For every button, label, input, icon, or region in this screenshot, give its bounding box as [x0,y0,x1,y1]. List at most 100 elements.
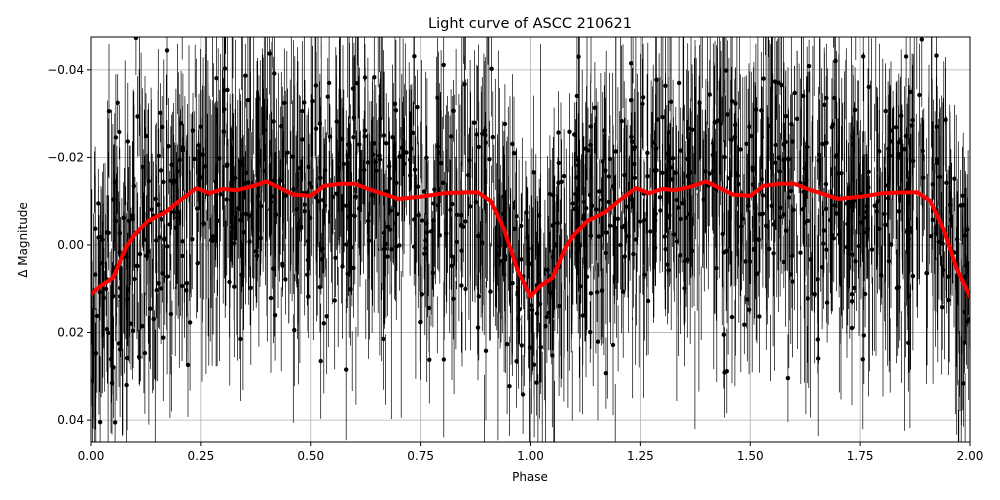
data-point [747,124,752,129]
data-point [326,80,332,86]
data-point [459,283,464,288]
data-point [567,129,572,134]
data-point [180,253,185,259]
data-point [227,279,232,285]
data-point [149,207,154,212]
data-point [239,272,244,277]
data-point [788,189,794,194]
data-point [218,192,223,197]
data-point [725,112,730,117]
data-point [686,126,691,131]
data-point [93,272,98,277]
data-point [366,218,371,224]
data-point [574,93,580,99]
data-point [781,142,786,147]
data-point [387,164,392,169]
data-point [283,193,288,198]
data-point [383,241,389,247]
data-point [392,221,397,226]
data-point [835,171,841,176]
x-tick-label: 0.75 [407,449,434,463]
data-point [655,117,661,122]
data-point [821,228,827,233]
data-point [415,184,421,189]
data-point [97,290,103,295]
data-point [291,187,296,192]
data-point [536,272,542,277]
data-point [306,164,311,170]
data-point [370,152,376,157]
data-point [824,247,829,252]
data-point [666,268,671,273]
data-point [744,141,749,146]
data-point [607,223,613,228]
data-point [654,77,659,83]
data-point [935,157,940,162]
data-point [657,195,663,200]
data-point [399,145,404,150]
data-point [663,83,668,89]
x-axis-title: Phase [512,470,548,484]
data-point [919,37,924,42]
data-point [334,191,339,196]
data-point [172,178,177,183]
data-point [124,355,130,361]
data-point [373,159,378,165]
data-point [816,356,821,361]
data-point [483,348,489,353]
data-point [882,211,887,217]
data-point [324,314,329,319]
data-point [934,53,939,58]
data-point [238,336,243,342]
data-point [487,157,492,162]
data-point [224,197,229,202]
data-point [777,169,782,174]
data-point [607,156,613,162]
data-point [389,247,394,252]
data-point [715,118,720,123]
data-point [551,192,556,198]
data-point [588,124,593,129]
data-point [750,182,756,187]
data-point [243,181,248,186]
data-point [689,248,695,254]
data-point [682,286,687,291]
data-point [526,246,531,251]
data-point [903,133,909,139]
data-point [437,150,442,155]
data-point [137,251,143,257]
data-point [618,242,623,248]
y-axis: −0.04 −0.02 0.00 0.02 0.04 [47,63,91,427]
data-point [346,142,351,147]
data-point [436,203,441,208]
data-point [454,212,460,217]
data-point [318,248,324,253]
data-point [161,179,166,185]
data-point [767,246,772,252]
data-point [490,134,495,140]
data-point [946,274,951,279]
data-point [240,162,245,168]
data-point [441,180,446,185]
data-point [290,154,295,159]
data-point [819,265,825,270]
data-point [711,168,716,173]
data-point [729,99,735,104]
data-point [910,117,915,123]
data-point [588,329,593,335]
data-point [423,238,428,243]
data-point [424,155,429,160]
data-point [674,239,680,244]
data-point [300,137,305,142]
data-point [546,310,551,316]
data-point [732,134,737,140]
data-point [184,288,189,293]
data-point [629,61,634,66]
data-point [412,167,418,172]
data-point [369,193,375,198]
data-point [850,142,855,147]
data-point [887,153,893,158]
data-point [196,143,202,148]
data-point [640,101,645,107]
data-point [202,164,208,169]
